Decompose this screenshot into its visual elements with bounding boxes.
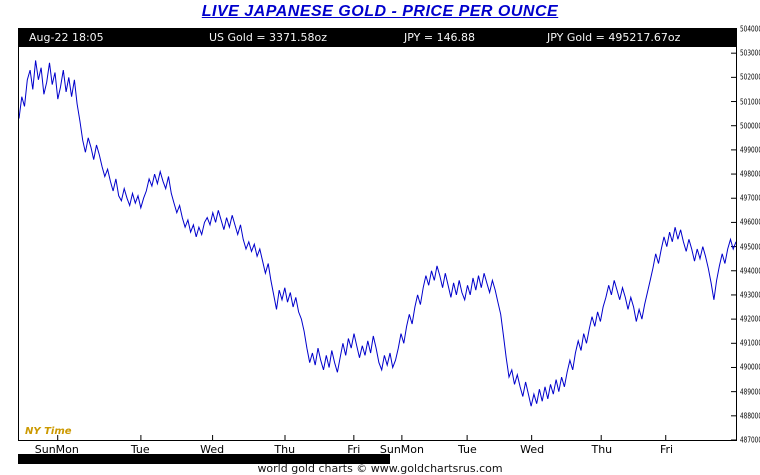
bottom-bar: [18, 454, 390, 464]
y-axis-label: 500000: [740, 121, 760, 131]
y-axis-label: 489000: [740, 387, 760, 397]
y-axis-label: 497000: [740, 193, 760, 203]
y-axis-label: 498000: [740, 169, 760, 179]
x-axis: SunMon Tue Wed Thu Fri SunMon Tue Wed Thu Fri: [18, 443, 737, 457]
chart-title: LIVE JAPANESE GOLD - PRICE PER OUNCE: [201, 3, 559, 20]
y-axis-label: 487000: [740, 435, 760, 445]
price-line-chart: [19, 29, 736, 440]
x-axis-label: Fri: [347, 443, 361, 456]
y-axis-label: 493000: [740, 290, 760, 300]
copyright-text: world gold charts © www.goldchartsrus.co…: [257, 462, 503, 475]
y-axis-label: 503000: [740, 48, 760, 58]
x-axis-label: Thu: [274, 443, 296, 456]
y-axis-label: 499000: [740, 145, 760, 155]
y-axis-label: 501000: [740, 97, 760, 107]
us-gold-price: US Gold = 3371.58oz: [209, 31, 328, 44]
price-line: [19, 60, 736, 407]
y-axis-label: 496000: [740, 217, 760, 227]
timestamp: Aug-22 18:05: [29, 31, 104, 44]
y-axis-label: 494000: [740, 266, 760, 276]
x-axis-label: SunMon: [34, 443, 79, 456]
info-bar: Aug-22 18:05 US Gold = 3371.58oz JPY = 1…: [19, 29, 736, 47]
y-axis-label: 502000: [740, 72, 760, 82]
x-axis-label: SunMon: [379, 443, 424, 456]
y-axis-label: 490000: [740, 362, 760, 372]
y-axis-label: 492000: [740, 314, 760, 324]
y-axis-label: 491000: [740, 338, 760, 348]
ny-time-label: NY Time: [25, 426, 72, 437]
x-axis-label: Thu: [591, 443, 613, 456]
y-axis-label: 495000: [740, 242, 760, 252]
y-axis-label: 488000: [740, 411, 760, 421]
jpy-rate: JPY = 146.88: [404, 31, 476, 44]
y-axis: 504000 503000 502000 501000 500000 499000 4980…: [738, 24, 760, 445]
x-axis-label: Fri: [659, 443, 674, 456]
x-axis-label: Wed: [200, 443, 225, 456]
plot-area: Aug-22 18:05 US Gold = 3371.58oz JPY = 1…: [18, 28, 737, 441]
x-axis-label: Tue: [130, 443, 150, 456]
x-axis-label: Tue: [457, 443, 477, 456]
jpy-gold-price: JPY Gold = 495217.67oz: [547, 31, 681, 44]
x-axis-label: Wed: [520, 443, 545, 456]
y-axis-label: 504000: [740, 24, 760, 34]
